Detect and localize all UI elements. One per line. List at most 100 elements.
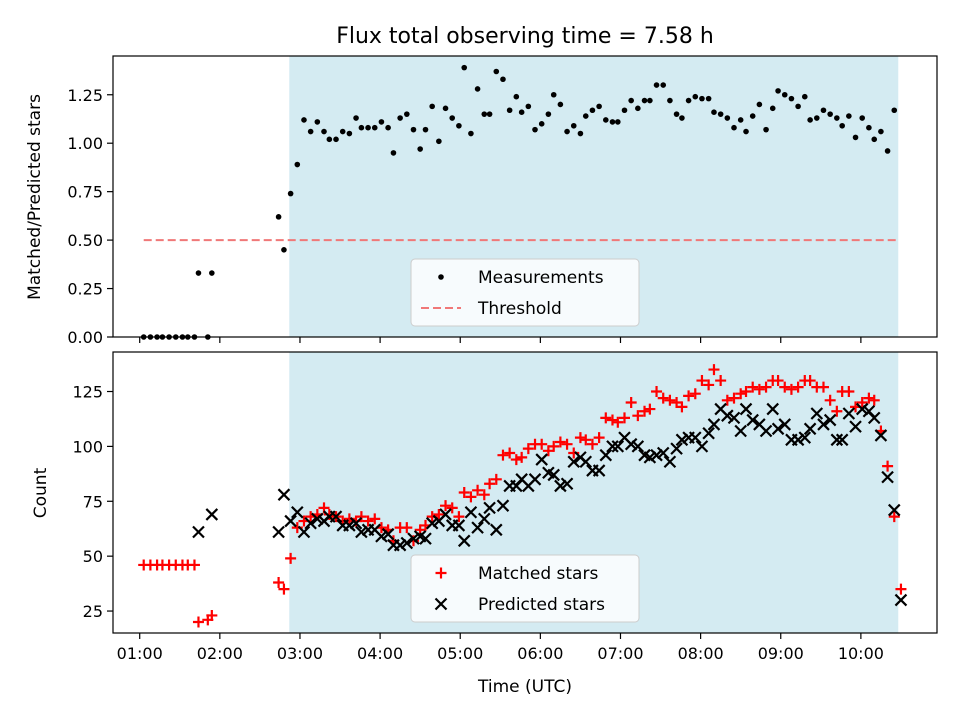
data-point-0-0-15 — [294, 161, 301, 168]
data-point-1-0-68 — [632, 410, 644, 422]
data-point-0-0-30 — [390, 150, 397, 156]
data-point-0-0-57 — [564, 128, 570, 135]
data-point-0-0-46 — [493, 68, 500, 75]
data-point-0-0-91 — [781, 91, 788, 98]
data-point-0-0-89 — [769, 105, 776, 112]
data-point-1-1-7 — [304, 516, 317, 530]
axes-frame — [112, 55, 938, 338]
legend-entry-0-label: Measurements — [478, 268, 604, 288]
data-point-0-0-60 — [582, 113, 589, 119]
data-point-0-0-63 — [602, 117, 609, 123]
data-point-1-0-86 — [747, 381, 759, 393]
data-point-0-0-100 — [839, 122, 845, 129]
data-point-0-0-9 — [195, 270, 202, 276]
data-point-0-0-76 — [685, 97, 692, 104]
y-tick-label: 25 — [83, 602, 103, 621]
x-axis-label: Time (UTC) — [477, 677, 572, 697]
data-point-1-1-69 — [702, 426, 715, 440]
data-point-1-1-88 — [823, 413, 837, 427]
data-point-1-0-90 — [772, 375, 784, 387]
data-point-1-1-37 — [496, 499, 510, 512]
data-point-0-0-36 — [429, 103, 435, 110]
data-point-0-0-32 — [404, 111, 410, 117]
data-point-1-1-55 — [611, 440, 625, 453]
data-point-1-0-45 — [484, 478, 496, 490]
data-point-1-1-31 — [457, 534, 471, 548]
data-point-1-1-62 — [656, 446, 670, 460]
data-point-1-0-91 — [779, 381, 791, 393]
chart-title: Flux total observing time = 7.58 h — [336, 24, 714, 49]
data-point-0-0-75 — [679, 115, 685, 121]
data-point-1-0-55 — [548, 440, 560, 452]
data-point-0-0-80 — [711, 109, 717, 115]
data-point-1-1-33 — [471, 521, 484, 534]
data-point-0-0-42 — [468, 130, 474, 137]
data-point-1-0-59 — [574, 432, 586, 444]
data-point-1-0-99 — [831, 405, 843, 417]
data-point-1-1-5 — [291, 505, 304, 519]
data-point-1-0-60 — [580, 434, 592, 446]
data-point-1-0-64 — [606, 414, 618, 426]
data-point-1-1-70 — [707, 418, 721, 431]
data-point-1-0-27 — [369, 513, 381, 525]
data-point-1-0-40 — [453, 511, 465, 523]
data-point-0-0-16 — [301, 117, 307, 123]
data-point-1-0-62 — [593, 432, 605, 444]
data-point-1-0-11 — [206, 609, 218, 621]
data-point-1-1-54 — [606, 440, 619, 453]
data-point-0-0-13 — [281, 246, 287, 253]
x-tick-label: 02:00 — [197, 644, 243, 663]
data-point-1-0-51 — [522, 443, 534, 455]
data-point-0-0-61 — [589, 107, 596, 114]
data-point-1-0-109 — [895, 583, 907, 595]
data-point-0-0-68 — [635, 105, 641, 112]
data-point-1-0-14 — [285, 552, 297, 564]
data-point-1-0-12 — [273, 577, 285, 589]
data-point-0-0-26 — [365, 124, 371, 131]
data-point-1-0-25 — [355, 511, 367, 523]
y-tick-label: 75 — [83, 492, 103, 511]
data-point-1-1-74 — [734, 424, 747, 438]
data-point-0-0-108 — [891, 107, 898, 114]
data-point-1-0-41 — [458, 487, 470, 498]
top-y-axis-label: Matched/Predicted stars — [25, 94, 45, 300]
data-point-1-0-101 — [843, 386, 855, 398]
data-point-1-0-72 — [657, 392, 669, 404]
data-point-0-0-78 — [699, 95, 705, 102]
legend-box — [410, 258, 640, 327]
data-point-1-0-108 — [888, 511, 900, 523]
data-point-0-0-22 — [339, 128, 346, 135]
bottom-panel: 25 50 75 100 125 01:00 02:00 03:00 04:00 05:00 06:… — [72, 351, 938, 663]
data-point-0-0-73 — [667, 97, 673, 104]
data-point-0-0-94 — [801, 93, 808, 100]
data-point-0-0-99 — [834, 115, 840, 121]
data-point-0-0-90 — [775, 88, 781, 94]
x-tick-label: 01:00 — [117, 644, 163, 663]
data-point-1-1-87 — [817, 418, 830, 431]
data-point-1-1-32 — [464, 505, 478, 519]
data-point-1-1-11 — [329, 510, 343, 523]
data-point-1-0-83 — [728, 392, 740, 404]
x-tick-label: 03:00 — [277, 644, 323, 663]
data-point-1-0-104 — [863, 392, 875, 404]
x-tick-label: 05:00 — [437, 644, 483, 663]
data-point-1-1-91 — [842, 407, 856, 420]
data-point-1-0-43 — [472, 484, 484, 496]
top-panel: 0.00 0.25 0.50 0.75 1.00 1.25 Measurements Thre… — [67, 55, 938, 347]
data-point-0-0-25 — [358, 124, 365, 131]
legend-entry-1-marker — [434, 597, 448, 611]
data-point-0-0-58 — [570, 122, 577, 129]
data-point-0-0-95 — [807, 117, 813, 123]
x-tick-label: 06:00 — [517, 644, 563, 663]
data-point-0-0-21 — [333, 136, 339, 143]
axes-frame — [112, 351, 938, 634]
data-point-0-0-14 — [287, 190, 294, 197]
data-point-1-1-64 — [670, 442, 683, 455]
data-point-0-0-88 — [763, 126, 769, 133]
data-point-1-1-52 — [592, 464, 606, 477]
data-point-0-0-52 — [532, 126, 538, 133]
data-point-1-1-2 — [272, 525, 285, 539]
data-point-1-1-14 — [349, 516, 363, 530]
data-point-1-1-43 — [535, 453, 548, 466]
